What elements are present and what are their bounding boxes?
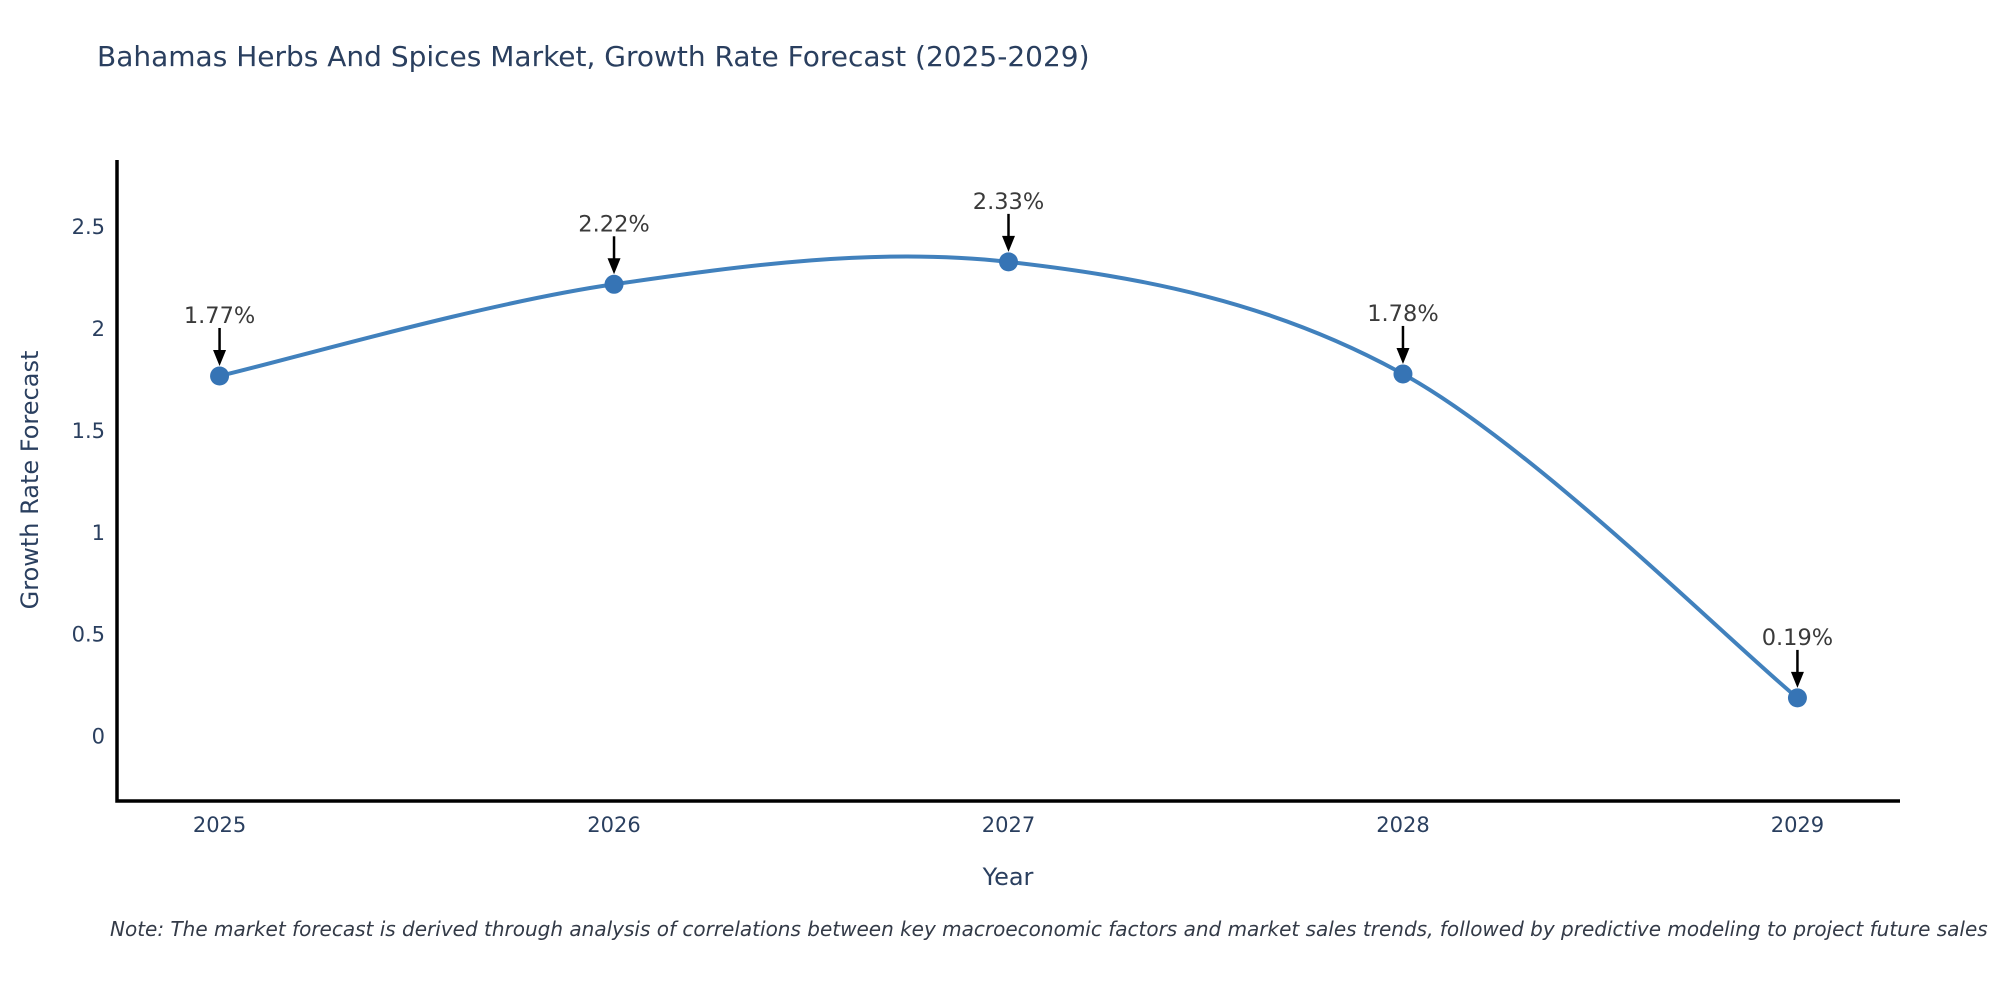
forecast-line [219,254,1799,700]
point-annotation-label: 1.77% [184,303,255,329]
data-point-marker [1787,688,1807,708]
point-annotation-label: 2.22% [578,211,649,237]
annotation-arrowhead [1790,671,1804,688]
x-tick-label: 2028 [1376,813,1429,837]
footnote: Note: The market forecast is derived thr… [110,917,1988,941]
data-point-marker [210,366,230,386]
annotation-arrowhead [607,258,621,275]
y-tick-label: 1.5 [72,419,105,443]
point-annotation-label: 1.78% [1367,301,1438,327]
annotation-arrowhead [213,349,227,366]
point-annotation-label: 0.19% [1762,625,1833,651]
annotation-arrowhead [1396,347,1410,364]
chart-title: Bahamas Herbs And Spices Market, Growth … [97,40,1090,73]
y-tick-label: 2.5 [72,215,105,239]
data-point-marker [604,274,624,294]
annotation-arrowhead [1002,235,1015,252]
axis-spines [115,160,1900,803]
y-tick-label: 2 [92,317,105,341]
x-tick-label: 2025 [193,813,246,837]
x-tick-label: 2029 [1771,813,1824,837]
x-tick-label: 2027 [982,813,1035,837]
x-tick-label: 2026 [587,813,640,837]
y-tick-label: 1 [92,521,105,545]
data-point-marker [999,252,1018,272]
y-tick-label: 0 [92,725,105,749]
y-tick-label: 0.5 [72,623,105,647]
data-point-marker [1393,364,1413,384]
point-annotation-label: 2.33% [973,189,1044,215]
x-axis-title: Year [982,863,1034,891]
